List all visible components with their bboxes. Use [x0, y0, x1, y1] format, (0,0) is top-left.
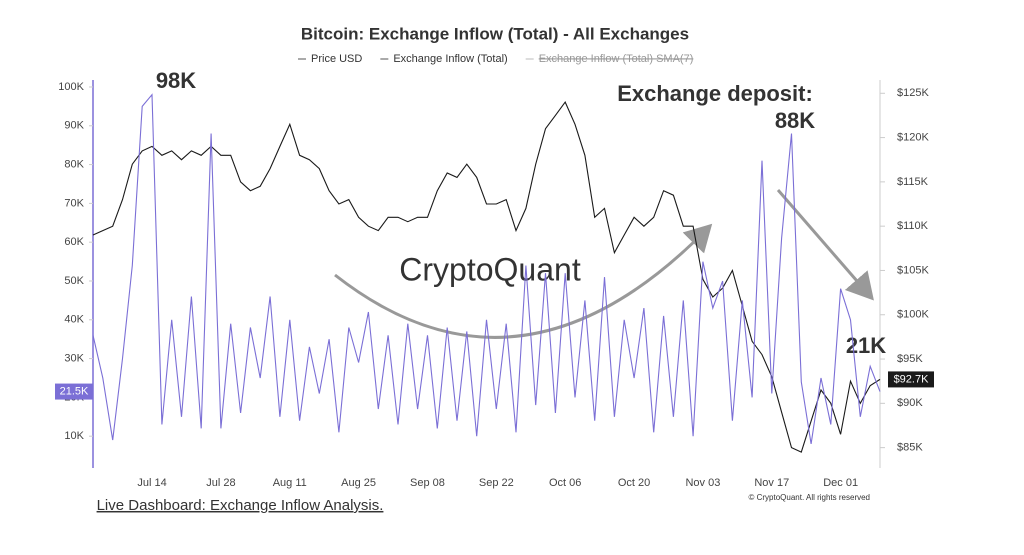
dashboard-link[interactable]: Live Dashboard: Exchange Inflow Analysis… — [97, 497, 384, 514]
y-tick-label: 30K — [64, 352, 84, 364]
y-tick-label: 70K — [64, 197, 84, 209]
chart-title: Bitcoin: Exchange Inflow (Total) - All E… — [301, 24, 689, 43]
series-line — [92, 101, 881, 453]
watermark: CryptoQuant — [399, 251, 581, 287]
series-line — [92, 93, 881, 444]
y-tick-label: 50K — [64, 275, 84, 287]
x-tick-label: Sep 22 — [479, 477, 514, 489]
x-tick-label: Aug 25 — [341, 477, 376, 489]
y-tick-label: 40K — [64, 314, 84, 326]
copyright: © CryptoQuant. All rights reserved — [749, 493, 871, 502]
y-tick-label: 90K — [64, 120, 84, 132]
x-tick-label: Oct 20 — [618, 477, 650, 489]
x-tick-label: Nov 03 — [685, 477, 720, 489]
y2-tick-label: $120K — [897, 131, 929, 143]
y2-tick-label: $90K — [897, 397, 923, 409]
y2-tick-label: $115K — [897, 176, 929, 188]
annotation: 88K — [775, 108, 815, 133]
current-value-label: $92.7K — [894, 373, 930, 385]
annotation: 98K — [156, 68, 196, 93]
y2-tick-label: $100K — [897, 309, 929, 321]
trend-arrow — [776, 189, 874, 301]
y2-tick-label: $110K — [897, 220, 929, 232]
x-tick-label: Jul 28 — [206, 477, 235, 489]
annotation: Exchange deposit: — [617, 81, 813, 106]
x-tick-label: Jul 14 — [137, 477, 166, 489]
x-tick-label: Sep 08 — [410, 477, 445, 489]
x-tick-label: Dec 01 — [823, 477, 858, 489]
y-tick-label: 100K — [58, 81, 84, 93]
x-tick-label: Nov 17 — [754, 477, 789, 489]
current-value-label: 21.5K — [60, 385, 89, 397]
current-value-badge — [888, 371, 934, 388]
y2-tick-label: $105K — [897, 264, 929, 276]
x-tick-label: Aug 11 — [273, 477, 307, 489]
y2-tick-label: $125K — [897, 87, 929, 99]
legend-label: Exchange Inflow (Total) SMA(7) — [539, 53, 694, 65]
y-tick-label: 10K — [64, 430, 84, 442]
y-tick-label: 80K — [64, 158, 84, 170]
current-value-badge — [55, 383, 93, 400]
y2-tick-label: $95K — [897, 353, 923, 365]
legend-label: Exchange Inflow (Total) — [393, 53, 507, 65]
y2-tick-label: $85K — [897, 442, 923, 454]
trend-arrow — [334, 223, 713, 339]
x-tick-label: Oct 06 — [549, 477, 581, 489]
y-tick-label: 60K — [64, 236, 84, 248]
legend-label: Price USD — [311, 53, 362, 65]
